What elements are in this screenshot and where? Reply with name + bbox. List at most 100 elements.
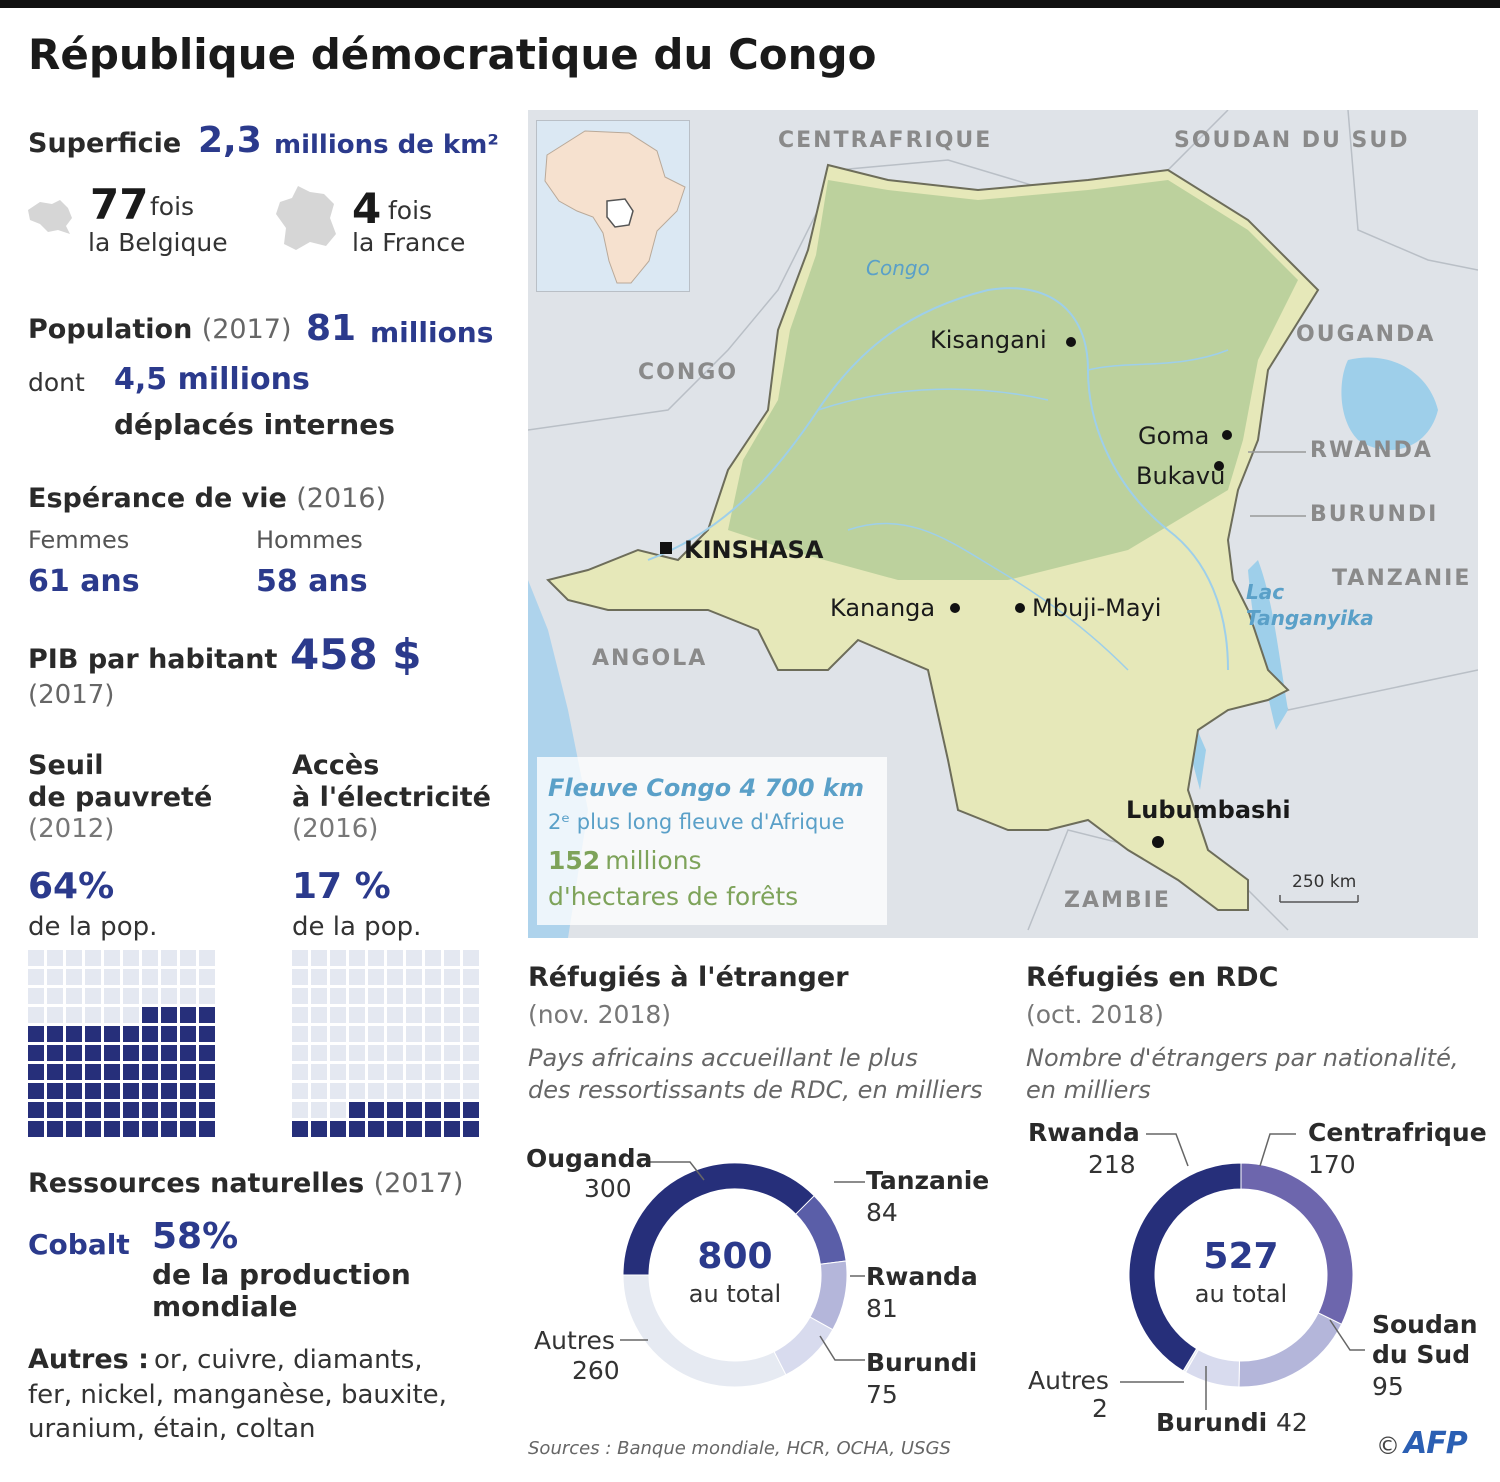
waffle-cell (161, 1121, 177, 1137)
donut2-label-soudan-l1: Soudan (1372, 1310, 1478, 1339)
waffle-cell (330, 1121, 346, 1137)
waffle-cell (123, 1121, 139, 1137)
waffle-cell (444, 969, 460, 985)
city-bukavu: Bukavu (1136, 462, 1226, 490)
waffle-cell (387, 1102, 403, 1118)
waffle-cell (104, 1121, 120, 1137)
waffle-cell (368, 1026, 384, 1042)
waffle-cell (349, 1026, 365, 1042)
france-fois: fois (388, 196, 433, 225)
waffle-cell (463, 969, 479, 985)
waffle-cell (66, 1064, 82, 1080)
waffle-cell (406, 1026, 422, 1042)
label-lac: Lac (1246, 580, 1285, 604)
hommes-value: 58 ans (256, 564, 368, 599)
waffle-cell (180, 988, 196, 1004)
waffle-cell (85, 1064, 101, 1080)
waffle-cell (292, 1026, 308, 1042)
waffle-cell (444, 1102, 460, 1118)
waffle-cell (199, 1026, 215, 1042)
waffle-cell (161, 1064, 177, 1080)
pauvrete-line1: Seuil (28, 750, 104, 781)
waffle-cell (444, 1007, 460, 1023)
waffle-cell (66, 950, 82, 966)
waffle-cell (463, 1121, 479, 1137)
waffle-cell (368, 1083, 384, 1099)
donut1-label-ouganda: Ouganda (526, 1144, 653, 1173)
waffle-cell (104, 1026, 120, 1042)
waffle-cell (199, 1064, 215, 1080)
waffle-cell (104, 969, 120, 985)
waffle-cell (66, 1045, 82, 1061)
waffle-cell (349, 1102, 365, 1118)
waffle-cell (142, 1007, 158, 1023)
waffle-cell (161, 988, 177, 1004)
waffle-cell (104, 1083, 120, 1099)
scale-bar-label: 250 km (1292, 872, 1357, 892)
waffle-cell (444, 1026, 460, 1042)
donut1-label-tanzanie: Tanzanie (866, 1166, 990, 1195)
waffle-cell (292, 988, 308, 1004)
waffle-cell (330, 1045, 346, 1061)
waffle-cell (85, 1026, 101, 1042)
waffle-cell (349, 969, 365, 985)
waffle-cell (104, 988, 120, 1004)
waffle-cell (292, 1064, 308, 1080)
page-title: République démocratique du Congo (28, 30, 877, 79)
waffle-cell (161, 969, 177, 985)
waffle-cell (47, 1064, 63, 1080)
waffle-cell (161, 1026, 177, 1042)
electricite-value: 17 % (292, 866, 391, 907)
waffle-cell (330, 969, 346, 985)
esperance-year: (2016) (296, 483, 387, 514)
legend-river-sub: 2ᵉ plus long fleuve d'Afrique (548, 810, 845, 834)
city-lubumbashi: Lubumbashi (1126, 796, 1291, 824)
waffle-cell (142, 988, 158, 1004)
city-dot-kananga (950, 603, 960, 613)
electricite-line1: Accès (292, 750, 380, 781)
waffle-cell (28, 988, 44, 1004)
waffle-cell (47, 1121, 63, 1137)
waffle-cell (330, 1083, 346, 1099)
waffle-cell (311, 988, 327, 1004)
donut1-total: 800 (697, 1236, 773, 1277)
label-angola: ANGOLA (592, 646, 708, 671)
donut-segment-rwanda (1128, 1162, 1242, 1372)
city-goma: Goma (1138, 422, 1210, 450)
waffle-cell (463, 1007, 479, 1023)
pauvrete-sub: de la pop. (28, 912, 158, 942)
pib-label: PIB par habitant (28, 644, 278, 675)
electricite-line2: à l'électricité (292, 782, 491, 813)
waffle-cell (123, 969, 139, 985)
waffle-cell (463, 1064, 479, 1080)
city-dot-goma (1222, 430, 1232, 440)
waffle-cell (330, 988, 346, 1004)
waffle-cell (28, 1102, 44, 1118)
waffle-cell (444, 1121, 460, 1137)
africa-inset-map (536, 120, 690, 292)
waffle-cell (142, 1026, 158, 1042)
autres-text1: or, cuivre, diamants, (154, 1345, 423, 1375)
waffle-cell (66, 988, 82, 1004)
donut-refugies-rdc (1128, 1162, 1354, 1388)
city-mbuji-mayi: Mbuji-Mayi (1032, 594, 1162, 622)
label-rwanda: RWANDA (1310, 438, 1433, 463)
waffle-cell (28, 1045, 44, 1061)
waffle-cell (425, 1007, 441, 1023)
copyright-symbol: © (1376, 1432, 1400, 1460)
waffle-cell (104, 1045, 120, 1061)
waffle-cell (368, 969, 384, 985)
refugies-rdc-title: Réfugiés en RDC (1026, 962, 1279, 993)
superficie-unit: millions de km² (274, 130, 499, 160)
waffle-cell (292, 1083, 308, 1099)
waffle-cell (349, 1007, 365, 1023)
waffle-cell (123, 1026, 139, 1042)
refugies-etranger-desc1: Pays africains accueillant le plus (528, 1044, 918, 1072)
donut1-leader-lines (620, 1161, 865, 1361)
pauvrete-waffle (28, 950, 215, 1137)
donut1-value-rwanda: 81 (866, 1294, 898, 1323)
donut2-leader-lines (1120, 1133, 1365, 1410)
waffle-cell (349, 950, 365, 966)
label-burundi: BURUNDI (1310, 502, 1439, 527)
sources-text: Sources : Banque mondiale, HCR, OCHA, US… (528, 1438, 951, 1459)
